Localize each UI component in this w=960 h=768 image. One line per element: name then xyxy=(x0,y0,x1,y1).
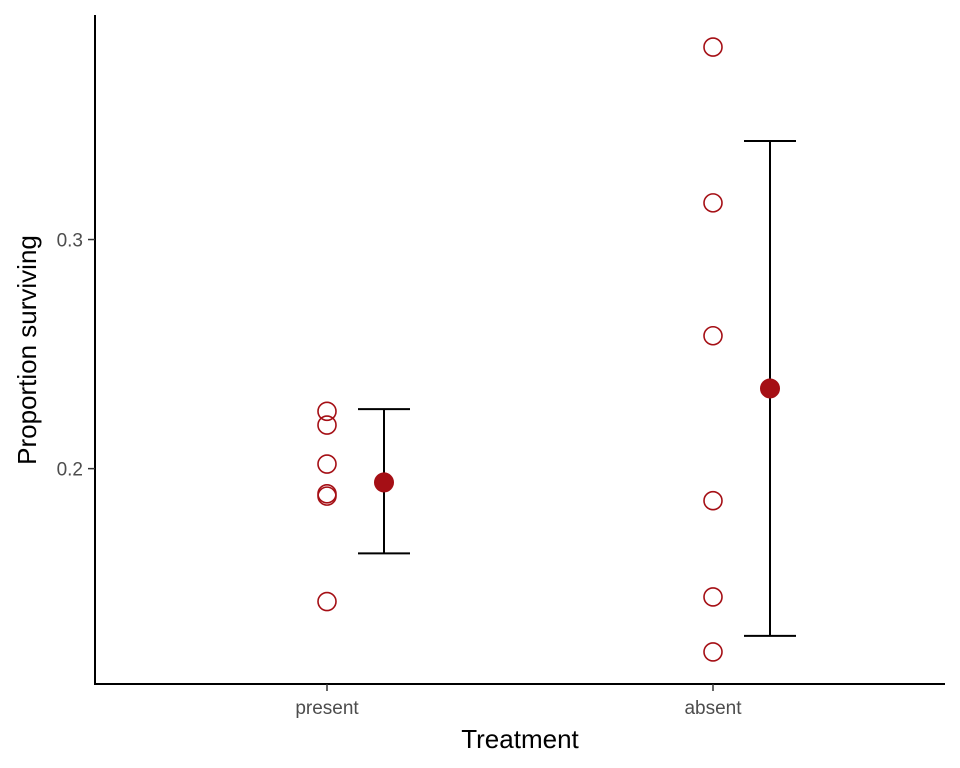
observation-point xyxy=(317,591,337,612)
observation-point xyxy=(703,587,723,607)
observation-point xyxy=(317,401,337,422)
observation-point xyxy=(317,415,337,435)
y-ticks: 0.2 0.3 xyxy=(57,231,95,481)
mean-point xyxy=(374,472,394,493)
y-tick-label: 0.3 xyxy=(57,231,83,252)
x-tick-label: present xyxy=(295,698,359,719)
y-axis-title: Proportion surviving xyxy=(12,235,42,465)
plot-area xyxy=(317,37,796,662)
observation-point xyxy=(703,325,723,346)
observation-point xyxy=(703,490,723,511)
observation-point xyxy=(703,193,723,213)
observation-point xyxy=(317,454,337,474)
observation-point xyxy=(703,642,723,662)
observation-point xyxy=(703,37,723,57)
observation-point xyxy=(317,486,337,506)
y-tick-label: 0.2 xyxy=(57,460,83,481)
x-ticks: present absent xyxy=(295,684,742,719)
x-axis-title: Treatment xyxy=(461,724,579,754)
mean-point xyxy=(760,378,780,399)
x-tick-label: absent xyxy=(684,698,742,719)
